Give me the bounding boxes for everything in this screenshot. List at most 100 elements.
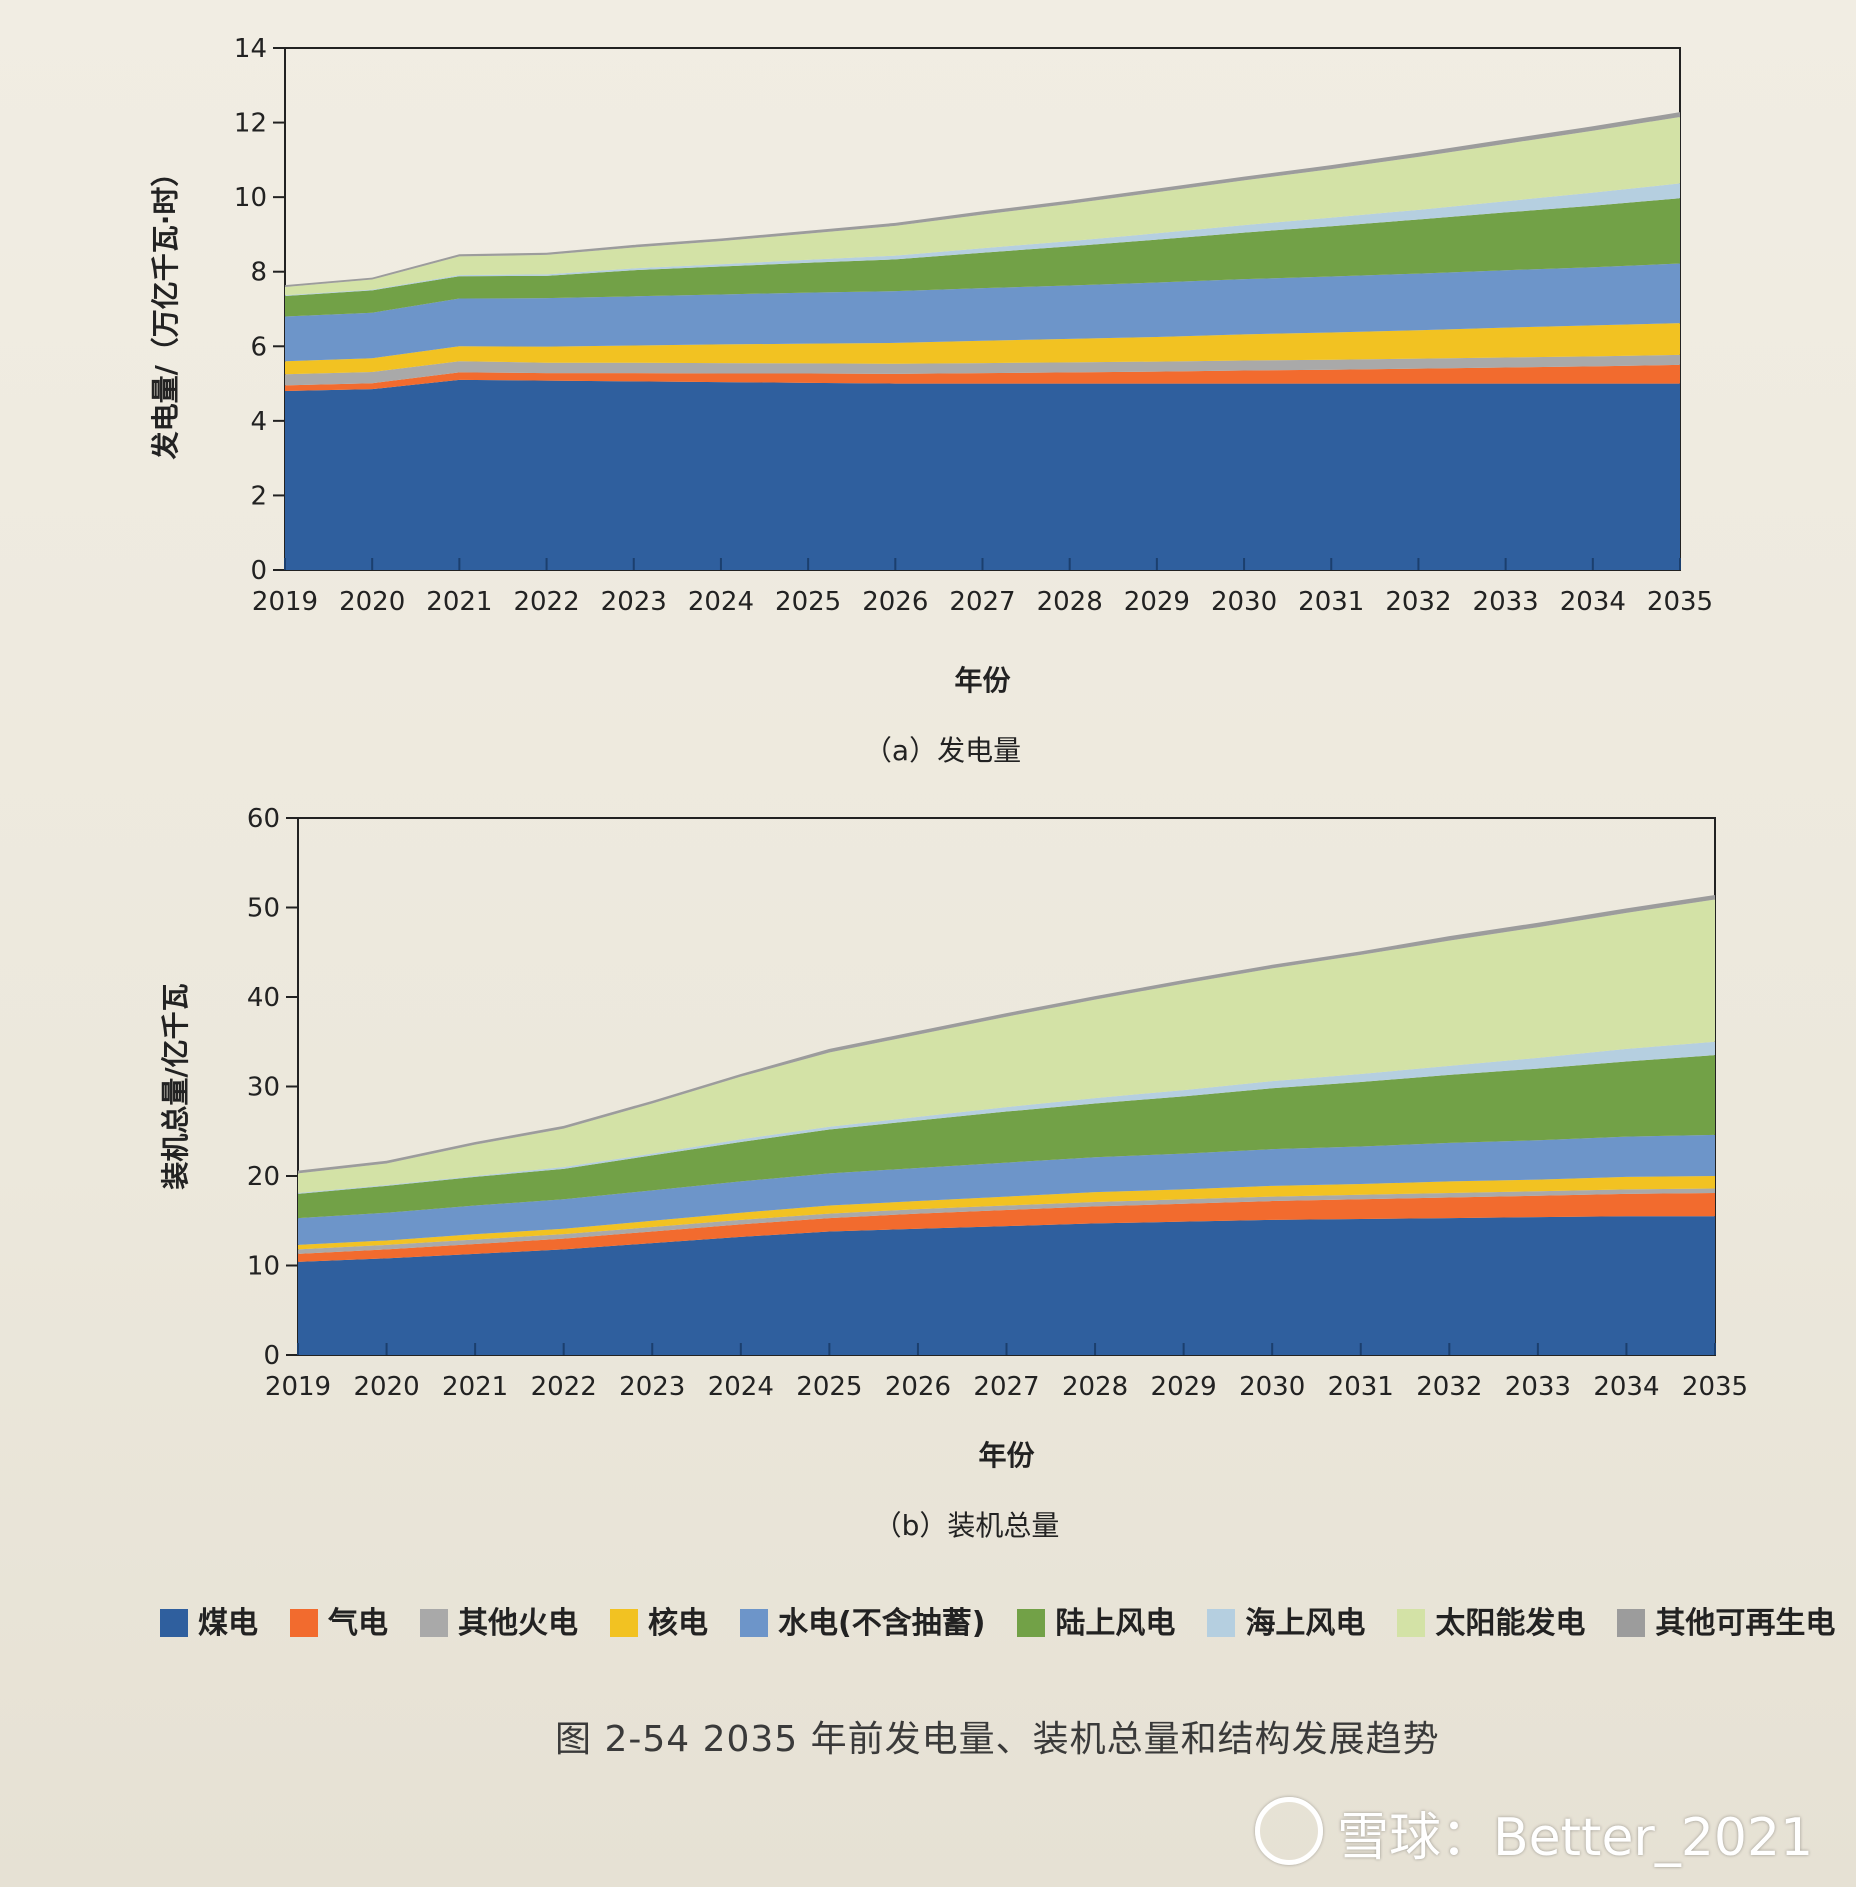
x-tick-label: 2031: [1328, 1372, 1394, 1402]
x-tick-label: 2030: [1239, 1372, 1305, 1402]
x-tick-label: 2020: [339, 587, 405, 617]
legend-label: 核电: [648, 1606, 708, 1641]
x-tick-label: 2023: [619, 1372, 685, 1402]
x-tick-label: 2020: [353, 1372, 419, 1402]
x-tick-label: 2026: [885, 1372, 951, 1402]
legend-label: 陆上风电: [1055, 1606, 1176, 1641]
legend-item: 核电: [610, 1598, 708, 1642]
watermark-text: 雪球：Better_2021: [1337, 1808, 1814, 1868]
legend-label: 太阳能发电: [1435, 1606, 1586, 1641]
y-tick-label: 20: [247, 1162, 280, 1192]
legend-swatch: [160, 1609, 188, 1637]
y-axis-title: 装机总量/亿千瓦: [159, 983, 192, 1189]
area-series-8: [285, 116, 1680, 296]
area-series-2: [285, 364, 1680, 392]
x-tick-label: 2019: [252, 587, 318, 617]
y-tick-label: 0: [263, 1341, 280, 1371]
legend-label: 水电(不含抽蓄): [778, 1606, 986, 1641]
y-tick-label: 10: [234, 183, 267, 213]
x-tick-label: 2033: [1505, 1372, 1571, 1402]
legend-item: 太阳能发电: [1397, 1598, 1585, 1642]
y-tick-label: 8: [250, 258, 267, 288]
x-tick-label: 2024: [688, 587, 754, 617]
x-tick-label: 2035: [1647, 587, 1713, 617]
x-axis-title: 年份: [954, 664, 1010, 697]
legend-swatch: [1017, 1609, 1046, 1637]
legend-item: 海上风电: [1207, 1598, 1365, 1642]
x-tick-label: 2028: [1037, 587, 1103, 617]
legend-item: 水电(不含抽蓄): [740, 1598, 985, 1642]
area-series-2: [298, 1193, 1715, 1262]
x-tick-label: 2026: [862, 587, 928, 617]
legend-swatch: [610, 1609, 638, 1637]
area-series-8: [298, 899, 1715, 1194]
y-tick-label: 10: [247, 1252, 280, 1282]
area-series-5: [298, 1134, 1715, 1245]
chart-caption: （b）装机总量: [874, 1509, 1060, 1542]
legend-label: 其他可再生电: [1655, 1606, 1836, 1641]
legend-swatch: [740, 1609, 768, 1637]
x-tick-label: 2032: [1385, 587, 1451, 617]
y-tick-label: 50: [247, 894, 280, 924]
x-tick-label: 2028: [1062, 1372, 1128, 1402]
legend-item: 其他可再生电: [1617, 1598, 1835, 1642]
y-tick-label: 12: [234, 109, 267, 139]
x-tick-label: 2030: [1211, 587, 1277, 617]
chart-legend: 煤电 气电 其他火电 核电 水电(不含抽蓄) 陆上风电 海上风电 太阳能发电 其他可再生电: [160, 1598, 1850, 1648]
x-axis-title: 年份: [978, 1439, 1034, 1472]
y-axis-title: 发电量/（万亿千瓦·时）: [149, 159, 182, 461]
x-tick-label: 2033: [1473, 587, 1539, 617]
y-tick-label: 6: [250, 332, 267, 362]
x-tick-label: 2034: [1593, 1372, 1659, 1402]
x-tick-label: 2035: [1682, 1372, 1748, 1402]
y-tick-label: 2: [250, 481, 267, 511]
x-tick-label: 2021: [442, 1372, 508, 1402]
snowball-logo-icon: [1255, 1797, 1323, 1865]
legend-item: 陆上风电: [1017, 1598, 1175, 1642]
y-tick-label: 30: [247, 1073, 280, 1103]
area-series-6: [298, 1055, 1715, 1219]
area-series-3: [285, 354, 1680, 386]
legend-swatch: [1397, 1609, 1426, 1637]
watermark: 雪球：Better_2021: [1255, 1795, 1813, 1870]
x-tick-label: 2019: [265, 1372, 331, 1402]
legend-label: 气电: [328, 1606, 388, 1641]
y-tick-label: 60: [247, 804, 280, 834]
legend-swatch: [1207, 1609, 1236, 1637]
x-tick-label: 2034: [1560, 587, 1626, 617]
legend-item: 煤电: [160, 1598, 258, 1642]
chart-a: 0 2 4 6 8 10 12 14 2019 2020 2021 2022 2023 2024 2025 2…: [149, 34, 1713, 767]
legend-label: 其他火电: [458, 1606, 578, 1641]
x-tick-label: 2025: [775, 587, 841, 617]
x-tick-label: 2027: [949, 587, 1015, 617]
x-tick-label: 2031: [1298, 587, 1364, 617]
x-tick-label: 2029: [1124, 587, 1190, 617]
legend-item: 其他火电: [420, 1598, 578, 1642]
area-series-1: [285, 379, 1680, 570]
legend-label: 海上风电: [1245, 1606, 1366, 1641]
x-tick-label: 2029: [1151, 1372, 1217, 1402]
legend-label: 煤电: [198, 1606, 258, 1641]
x-tick-label: 2022: [531, 1372, 597, 1402]
area-series-1: [298, 1216, 1715, 1355]
charts-canvas: 0 2 4 6 8 10 12 14 2019 2020 2021 2022 2023 2024 2025 2…: [149, 34, 1748, 1542]
x-tick-label: 2023: [601, 587, 667, 617]
area-series-4: [285, 323, 1680, 375]
x-tick-label: 2021: [426, 587, 492, 617]
x-tick-label: 2024: [708, 1372, 774, 1402]
x-tick-label: 2032: [1416, 1372, 1482, 1402]
area-series-4: [298, 1176, 1715, 1250]
legend-swatch: [420, 1609, 448, 1637]
x-tick-label: 2022: [513, 587, 579, 617]
y-tick-label: 14: [234, 34, 267, 64]
y-tick-label: 4: [250, 407, 267, 437]
x-tick-label: 2025: [796, 1372, 862, 1402]
legend-swatch: [1617, 1609, 1646, 1637]
area-series-5: [285, 263, 1680, 362]
area-series-6: [285, 198, 1680, 317]
y-tick-label: 40: [247, 983, 280, 1013]
area-series-7: [298, 1041, 1715, 1194]
x-tick-label: 2027: [973, 1372, 1039, 1402]
